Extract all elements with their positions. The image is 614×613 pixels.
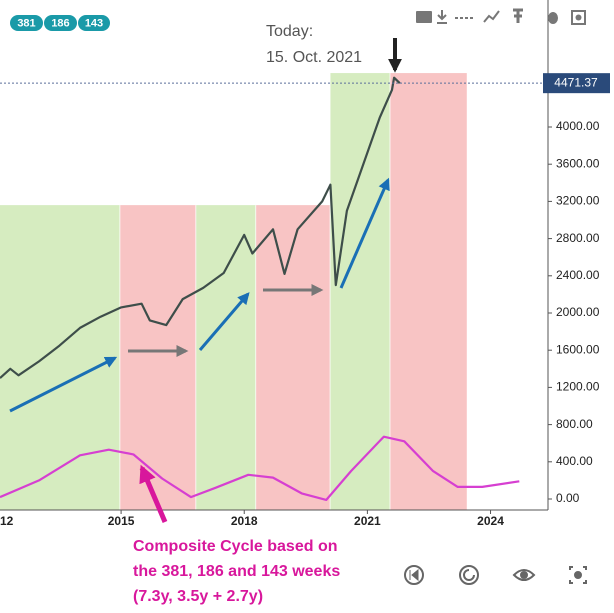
- note: (7.3y, 3.5y + 2.7y): [133, 588, 263, 605]
- last-value-box: [543, 73, 610, 94]
- y-tick-label: 2800.00: [556, 231, 600, 245]
- x-tick-label: 2024: [477, 514, 504, 528]
- y-tick-label: 400.00: [556, 454, 593, 468]
- annotation: 15. Oct. 2021: [266, 49, 362, 66]
- x-tick-label: 2018: [231, 514, 258, 528]
- series-line: [0, 76, 401, 379]
- series-line: [0, 435, 520, 501]
- x-tick-label: 2015: [108, 514, 135, 528]
- y-tick-label: 1200.00: [556, 380, 600, 394]
- cycle-phase: [196, 205, 257, 510]
- y-tick-label: 2000.00: [556, 305, 600, 319]
- badge[interactable]: 381: [17, 17, 35, 29]
- y-tick-label: 2400.00: [556, 268, 600, 282]
- y-tick-label: 3200.00: [556, 194, 600, 208]
- bottom-controls[interactable]: [404, 565, 587, 585]
- cycle-phase: [330, 73, 391, 510]
- annotation: Today:: [266, 23, 313, 40]
- y-tick-label: 3600.00: [556, 156, 600, 170]
- toolbar[interactable]: [416, 8, 586, 25]
- y-tick-label: 4000.00: [556, 119, 600, 133]
- cycle-arrows: [9, 38, 402, 523]
- y-tick-label: 0.00: [556, 491, 580, 505]
- cycle-phase: [256, 205, 331, 510]
- badge[interactable]: 186: [51, 17, 69, 29]
- y-tick-label: 800.00: [556, 417, 593, 431]
- cycle-phase: [390, 73, 468, 510]
- y-tick-label: 1600.00: [556, 342, 600, 356]
- x-tick-label: 12: [0, 514, 14, 528]
- x-tick-label: 2021: [354, 514, 381, 528]
- note: the 381, 186 and 143 weeks: [133, 563, 340, 580]
- last-value-label: 4471.37: [554, 75, 598, 89]
- note: Composite Cycle based on: [133, 538, 338, 555]
- cycle-phase: [120, 205, 197, 510]
- cycle-phase: [0, 205, 121, 510]
- badges: [10, 15, 110, 31]
- badge[interactable]: 143: [85, 17, 103, 29]
